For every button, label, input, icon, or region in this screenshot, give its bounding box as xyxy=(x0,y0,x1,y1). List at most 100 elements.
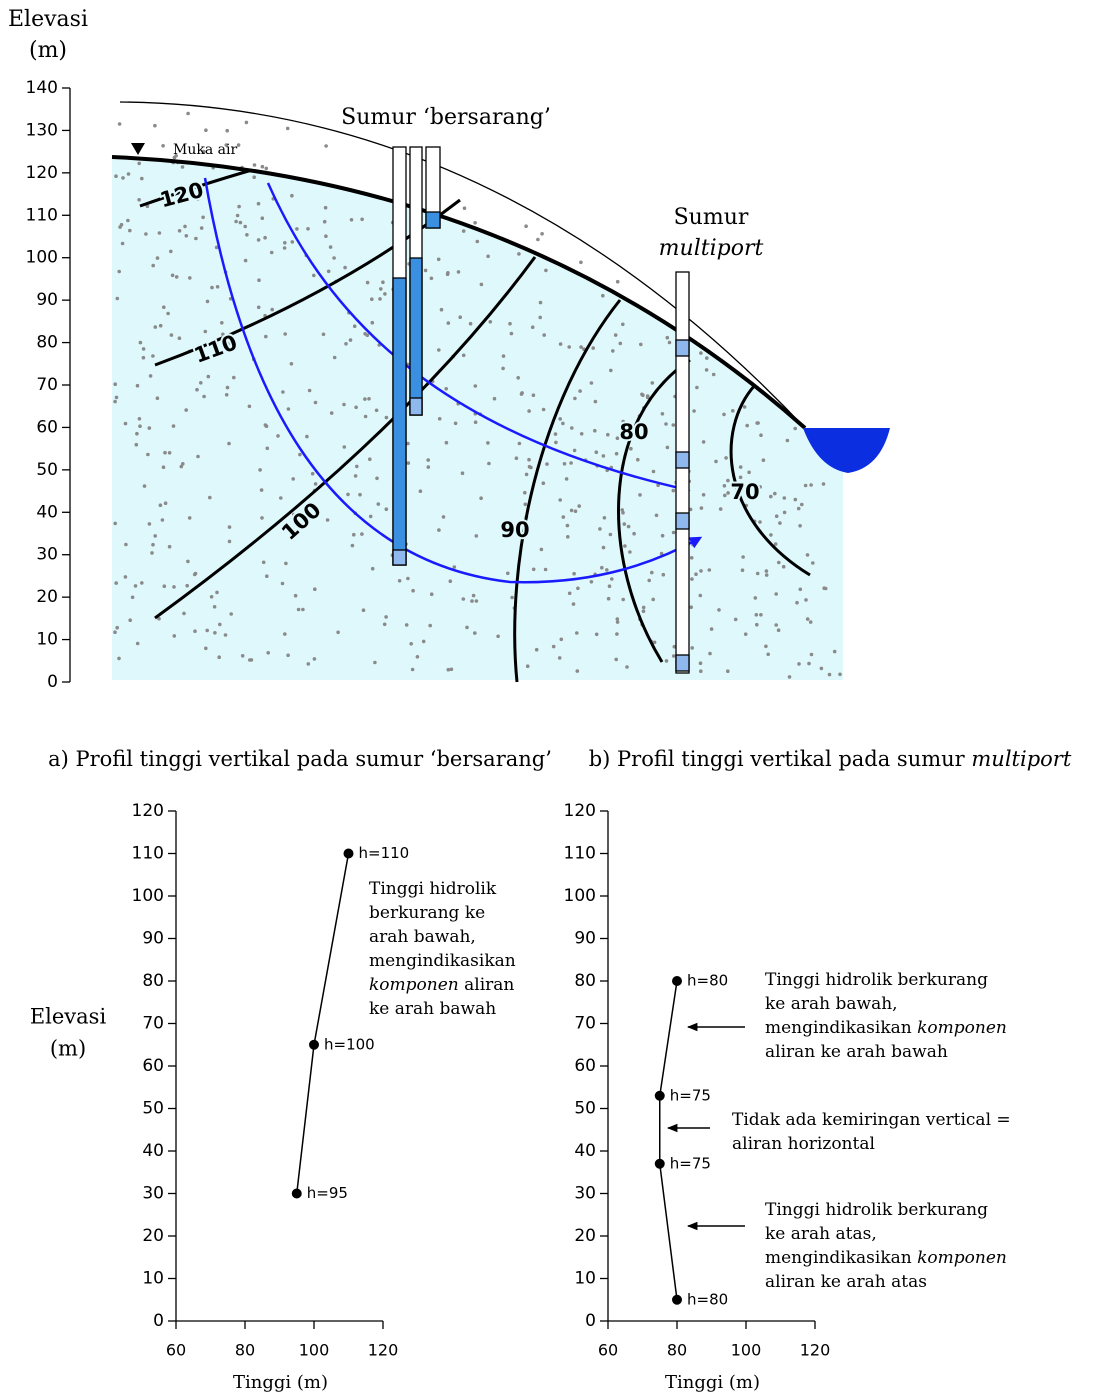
sand-dot xyxy=(531,325,535,329)
sand-dot xyxy=(161,144,165,148)
sand-dot xyxy=(350,218,354,222)
sand-dot xyxy=(699,669,703,673)
sand-dot xyxy=(194,237,198,241)
sand-dot xyxy=(438,417,442,421)
sand-dot xyxy=(322,333,326,337)
sand-dot xyxy=(234,220,238,224)
y-tick-label: 120 xyxy=(26,163,58,183)
sand-dot xyxy=(422,640,426,644)
y-tick-label: 0 xyxy=(153,1311,164,1331)
figure: 0102030405060708090100110120130140Elevas… xyxy=(0,0,1105,1392)
sand-dot xyxy=(266,447,270,451)
x-tick-label: 120 xyxy=(800,1341,831,1360)
sand-dot xyxy=(702,493,706,497)
sand-dot xyxy=(117,657,121,661)
data-point xyxy=(655,1091,665,1101)
sand-dot xyxy=(172,424,176,428)
sand-dot xyxy=(193,629,197,633)
sand-dot xyxy=(578,389,582,393)
sand-dot xyxy=(430,592,434,596)
x-tick-label: 100 xyxy=(299,1341,330,1360)
sand-dot xyxy=(354,474,358,478)
sand-dot xyxy=(542,408,546,412)
sand-dot xyxy=(726,491,730,495)
sand-dot xyxy=(795,601,799,605)
sand-dot xyxy=(378,297,382,301)
sand-dot xyxy=(741,568,745,572)
sand-dot xyxy=(244,259,248,263)
sand-dot xyxy=(228,525,232,529)
sand-dot xyxy=(542,333,546,337)
well-screen xyxy=(676,452,689,468)
sand-dot xyxy=(113,630,117,634)
sand-dot xyxy=(615,632,619,636)
sand-dot xyxy=(258,468,262,472)
sand-dot xyxy=(705,368,709,372)
sand-dot xyxy=(699,661,703,665)
y-tick-label: 40 xyxy=(36,502,58,522)
text-segment: Tinggi hidrolik xyxy=(369,879,497,899)
sand-dot xyxy=(567,345,571,349)
sand-dot xyxy=(307,662,311,666)
sand-dot xyxy=(364,415,368,419)
y-tick-label: 50 xyxy=(36,460,58,480)
sand-dot xyxy=(305,435,309,439)
y-tick-label: 60 xyxy=(574,1056,596,1076)
sand-dot xyxy=(204,330,208,334)
sand-dot xyxy=(153,534,157,538)
text-segment: aliran ke arah atas xyxy=(765,1272,927,1292)
sand-dot xyxy=(248,658,252,662)
sand-dot xyxy=(283,246,287,250)
sand-dot xyxy=(726,479,730,483)
sand-dot xyxy=(743,405,747,409)
point-label: h=110 xyxy=(359,844,410,862)
sand-dot xyxy=(758,520,762,524)
sand-dot xyxy=(765,569,769,573)
text-segment: aliran horizontal xyxy=(732,1134,875,1154)
sand-dot xyxy=(257,278,261,282)
sand-dot xyxy=(257,306,261,310)
sand-dot xyxy=(245,121,249,125)
sand-dot xyxy=(142,356,146,360)
sand-dot xyxy=(517,252,521,256)
sand-dot xyxy=(652,470,656,474)
well-casing xyxy=(676,272,689,673)
sand-dot xyxy=(621,323,625,327)
sand-dot xyxy=(563,462,567,466)
sand-dot xyxy=(570,509,574,513)
sand-dot xyxy=(442,515,446,519)
sand-dot xyxy=(572,572,576,576)
sand-dot xyxy=(113,522,117,526)
text-segment: komponen xyxy=(369,975,459,995)
y-tick-label: 90 xyxy=(36,290,58,310)
point-label: h=80 xyxy=(687,972,728,990)
sand-dot xyxy=(476,240,480,244)
sand-dot xyxy=(213,605,217,609)
sand-dot xyxy=(539,301,543,305)
sand-dot xyxy=(545,462,549,466)
y-tick-label: 70 xyxy=(142,1014,164,1034)
sand-dot xyxy=(308,389,312,393)
sand-dot xyxy=(595,450,599,454)
sand-dot xyxy=(465,626,469,630)
x-tick-label: 100 xyxy=(731,1341,762,1360)
sand-dot xyxy=(474,420,478,424)
y-tick-label: 100 xyxy=(26,248,58,268)
annotation: Tinggi hidrolik xyxy=(369,879,497,899)
sand-dot xyxy=(173,634,177,638)
sand-dot xyxy=(182,612,186,616)
text-segment: aliran xyxy=(459,975,515,995)
sand-dot xyxy=(536,238,540,242)
sand-dot xyxy=(569,461,573,465)
data-point xyxy=(344,849,354,859)
sand-dot xyxy=(135,443,139,447)
sand-dot xyxy=(462,229,466,233)
sand-dot xyxy=(797,662,801,666)
sand-dot xyxy=(265,167,269,171)
sand-dot xyxy=(313,587,317,591)
sand-dot xyxy=(621,598,625,602)
sand-dot xyxy=(121,242,125,246)
sand-dot xyxy=(566,535,570,539)
sand-dot xyxy=(516,376,520,380)
sand-dot xyxy=(150,551,154,555)
